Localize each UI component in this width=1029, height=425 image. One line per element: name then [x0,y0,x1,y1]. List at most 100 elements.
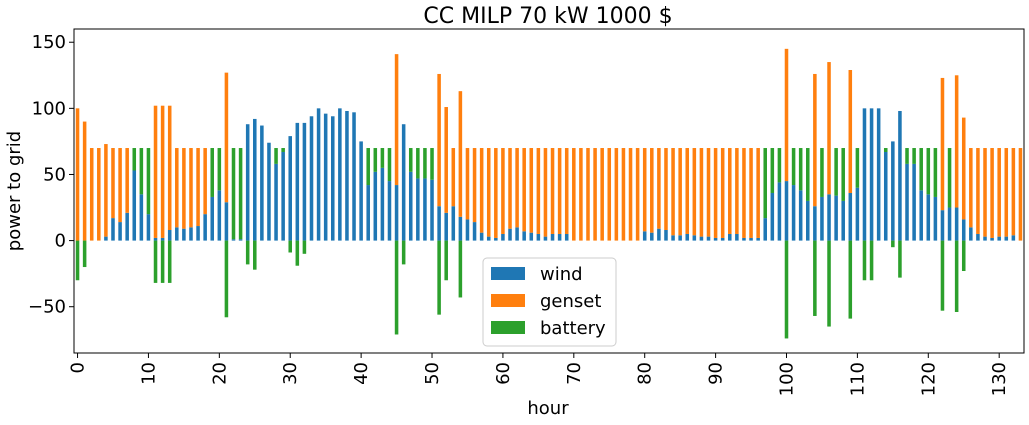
bar-genset-55 [465,148,470,220]
y-tick-label: 50 [43,164,66,185]
bar-wind-35 [323,113,328,241]
bar-genset-15 [182,148,186,229]
y-tick-label: −50 [28,297,66,318]
bar-wind-56 [472,222,477,241]
bar-battery-118 [912,148,916,164]
bar-battery-119 [919,148,923,191]
bar-wind-47 [408,171,413,241]
bar-battery-11 [153,240,158,283]
bar-genset-18 [203,148,207,215]
bar-genset-74 [600,148,604,241]
bar-wind-59 [494,237,498,241]
bar-genset-71 [579,148,583,241]
bar-wind-88 [699,236,704,241]
bar-wind-118 [912,163,916,241]
bar-wind-18 [203,214,207,241]
bar-wind-25 [253,118,257,241]
bar-battery-101 [791,148,796,186]
bar-wind-80 [642,231,647,241]
bar-battery-29 [281,148,285,152]
bar-wind-52 [444,212,448,241]
bar-battery-47 [408,148,413,172]
bar-wind-44 [387,181,392,241]
bar-battery-32 [302,240,307,254]
bar-genset-93 [735,148,739,234]
bar-genset-72 [586,148,590,241]
bar-wind-102 [798,190,803,241]
bar-wind-67 [550,233,555,241]
bar-battery-8 [132,148,137,171]
bar-battery-21 [224,240,229,318]
bar-battery-43 [380,148,385,168]
bar-battery-49 [423,148,427,179]
x-tick-label: 50 [422,362,443,385]
bar-genset-12 [160,105,165,238]
bar-wind-92 [728,233,732,241]
bar-wind-65 [536,233,541,241]
bar-battery-23 [238,148,243,240]
bar-battery-44 [387,148,392,182]
bar-wind-99 [777,182,782,241]
bar-genset-64 [529,148,534,233]
bar-battery-121 [933,148,938,197]
bar-genset-78 [628,148,633,241]
bar-wind-12 [160,237,165,241]
bar-battery-20 [217,148,222,191]
legend-label-battery: battery [540,318,606,339]
bar-wind-27 [267,142,271,241]
bar-wind-13 [167,230,172,241]
bar-wind-41 [366,185,370,241]
bar-wind-62 [515,227,519,241]
bar-genset-58 [486,148,491,237]
bar-genset-13 [167,105,172,231]
bar-wind-43 [380,167,385,241]
bar-battery-104 [813,240,817,316]
bar-wind-124 [954,207,959,241]
bar-battery-42 [373,148,378,172]
bar-wind-122 [940,210,945,241]
bar-wind-127 [976,233,980,241]
bar-wind-116 [898,110,902,241]
bar-wind-51 [437,206,441,241]
bar-wind-82 [657,228,661,241]
bar-battery-24 [245,240,250,265]
bar-battery-102 [798,148,803,191]
bar-battery-0 [75,240,80,281]
bar-battery-31 [295,240,300,266]
bar-battery-116 [898,240,902,278]
x-axis: 0 10 20 30 40 50 60 70 80 90 100 110 120 130 [68,353,1010,396]
legend-label-genset: genset [540,291,601,312]
bar-wind-4 [104,236,108,241]
bar-genset-130 [997,148,1001,237]
bar-wind-33 [309,116,314,241]
bar-genset-100 [784,48,789,182]
x-tick-label: 90 [706,362,727,385]
bar-wind-106 [827,194,831,241]
bar-genset-129 [990,148,994,238]
bar-wind-21 [224,202,229,241]
bar-genset-68 [557,148,562,234]
bar-battery-97 [763,148,767,219]
legend-swatch-battery [491,321,525,334]
bar-wind-89 [706,236,711,241]
bar-genset-11 [153,105,158,238]
bar-genset-128 [983,148,987,237]
bar-genset-133 [1018,148,1023,241]
y-tick-label: 0 [55,231,66,252]
bar-wind-100 [784,181,789,241]
bar-wind-38 [345,110,349,241]
bar-battery-28 [274,148,278,164]
bar-battery-110 [855,148,860,188]
bar-genset-83 [664,148,668,231]
x-tick-label: 70 [564,362,585,385]
bar-battery-115 [891,240,895,248]
bar-genset-73 [593,148,597,241]
bar-battery-50 [430,148,434,180]
bar-wind-126 [969,227,973,241]
bar-genset-3 [97,148,101,241]
bar-genset-51 [437,73,441,207]
bar-genset-67 [550,148,555,234]
bar-genset-7 [125,148,129,213]
bar-wind-123 [947,207,952,241]
